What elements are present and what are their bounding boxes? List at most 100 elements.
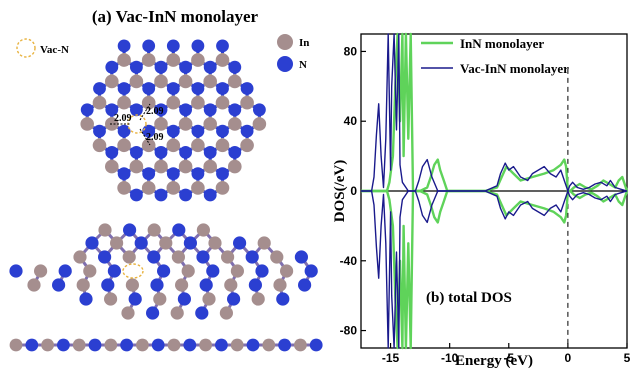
nitrogen-atom bbox=[166, 167, 180, 181]
nitrogen-atom bbox=[134, 236, 148, 250]
nitrogen-atom bbox=[105, 146, 119, 159]
indium-atom bbox=[129, 74, 144, 89]
indium-legend-label: In bbox=[299, 37, 309, 49]
nitrogen-atom bbox=[228, 60, 242, 74]
nitrogen-atom bbox=[203, 188, 217, 202]
nitrogen-atom bbox=[117, 124, 131, 138]
atoms bbox=[80, 39, 267, 202]
nitrogen-atom bbox=[146, 306, 160, 320]
indium-atom bbox=[98, 223, 112, 237]
nitrogen-atom bbox=[52, 278, 66, 292]
indium-atom bbox=[178, 159, 193, 174]
indium-atom bbox=[166, 53, 181, 67]
legend-label-inn: InN monolayer bbox=[460, 36, 544, 51]
indium-atom bbox=[228, 117, 242, 131]
indium-atom bbox=[170, 306, 184, 320]
nitrogen-atom bbox=[128, 292, 142, 306]
nitrogen-atom bbox=[130, 188, 143, 202]
nitrogen-atom bbox=[278, 338, 291, 352]
nitrogen-atom bbox=[276, 292, 290, 306]
indium-atom bbox=[117, 53, 131, 67]
nitrogen-atom bbox=[58, 264, 72, 278]
indium-atom bbox=[117, 95, 131, 110]
indium-atom bbox=[117, 181, 131, 195]
x-tick-label: -10 bbox=[441, 351, 459, 365]
nitrogen-atom bbox=[304, 264, 318, 278]
y-axis-label: DOS(/eV) bbox=[332, 160, 348, 223]
x-tick-label: 5 bbox=[624, 351, 630, 365]
nitrogen-atom bbox=[147, 250, 161, 264]
indium-atom bbox=[92, 95, 107, 110]
indium-atom bbox=[199, 338, 213, 352]
indium-atom bbox=[215, 138, 230, 153]
indium-atom bbox=[41, 338, 54, 352]
nitrogen-atom bbox=[107, 264, 121, 278]
bond-length-label: 2.09 bbox=[146, 106, 164, 117]
x-axis-label: Energy (eV) bbox=[455, 353, 533, 369]
nitrogen-atom bbox=[142, 124, 156, 138]
nitrogen-atom bbox=[253, 103, 266, 117]
nitrogen-atom bbox=[93, 124, 106, 138]
bond-line bbox=[139, 128, 151, 146]
nitrogen-atom bbox=[191, 39, 205, 53]
nitrogen-atom bbox=[120, 338, 133, 352]
edge-view-structure bbox=[9, 338, 323, 352]
panel-b-label: (b) total DOS bbox=[426, 290, 512, 306]
nitrogen-atom bbox=[79, 292, 93, 306]
nitrogen-atom bbox=[215, 338, 228, 352]
nitrogen-atom bbox=[191, 124, 205, 138]
legend-label-vac-inn: Vac-InN monolayer bbox=[460, 61, 569, 76]
indium-atom bbox=[117, 138, 131, 153]
nitrogen-atom bbox=[309, 338, 323, 352]
indium-atom bbox=[105, 159, 119, 174]
indium-atom bbox=[270, 250, 284, 264]
indium-atom bbox=[125, 278, 139, 292]
dos-chart: -15 -10 -5 0 5 80 40 0 -40 -80 InN monolayer Vac-… bbox=[332, 32, 630, 369]
nitrogen-atom bbox=[246, 338, 260, 352]
indium-atom bbox=[178, 117, 193, 131]
chart-ticks: -15 -10 -5 0 5 80 40 0 -40 -80 bbox=[340, 44, 630, 365]
indium-atom bbox=[167, 338, 181, 352]
y-tick-label: 0 bbox=[350, 184, 357, 198]
nitrogen-atom bbox=[203, 103, 217, 117]
nitrogen-atom bbox=[240, 124, 254, 138]
nitrogen-atom bbox=[245, 250, 259, 264]
y-tick-label: 40 bbox=[344, 114, 358, 128]
indium-atom bbox=[104, 338, 118, 352]
indium-atom bbox=[104, 292, 118, 306]
nitrogen-atom bbox=[183, 236, 197, 250]
nitrogen-atom bbox=[179, 188, 193, 202]
indium-atom bbox=[154, 74, 168, 89]
nitrogen-atom bbox=[85, 236, 99, 250]
x-tick-label: 0 bbox=[565, 351, 572, 365]
indium-atom bbox=[203, 159, 217, 174]
nitrogen-atom bbox=[216, 124, 229, 138]
indium-atom bbox=[294, 338, 307, 352]
y-tick-label: 80 bbox=[344, 44, 358, 58]
nitrogen-atom bbox=[199, 278, 213, 292]
indium-atom bbox=[230, 264, 244, 278]
indium-atom bbox=[166, 181, 181, 195]
nitrogen-atom bbox=[191, 167, 205, 181]
indium-atom bbox=[9, 338, 23, 352]
nitrogen-atom bbox=[248, 278, 262, 292]
nitrogen-legend-label: N bbox=[299, 59, 307, 71]
indium-atom bbox=[166, 138, 181, 153]
nitrogen-atom bbox=[57, 338, 70, 352]
nitrogen-atom bbox=[88, 338, 102, 352]
indium-atom bbox=[110, 236, 124, 250]
nitrogen-atom bbox=[233, 236, 247, 250]
panel-a: (a) Vac-InN monolayer Vac-N In N 2.09 2.… bbox=[9, 7, 323, 352]
indium-atom bbox=[175, 278, 189, 292]
indium-atom bbox=[230, 338, 244, 352]
nitrogen-atom bbox=[150, 278, 164, 292]
indium-atom bbox=[153, 292, 167, 306]
nitrogen-atom bbox=[154, 60, 168, 74]
indium-atom bbox=[141, 95, 156, 110]
indium-atom bbox=[252, 117, 267, 131]
indium-atom bbox=[196, 223, 210, 237]
nitrogen-atom bbox=[166, 82, 180, 95]
bond-line bbox=[139, 103, 151, 121]
indium-atom bbox=[215, 181, 230, 195]
x-tick-label: -15 bbox=[382, 351, 400, 365]
